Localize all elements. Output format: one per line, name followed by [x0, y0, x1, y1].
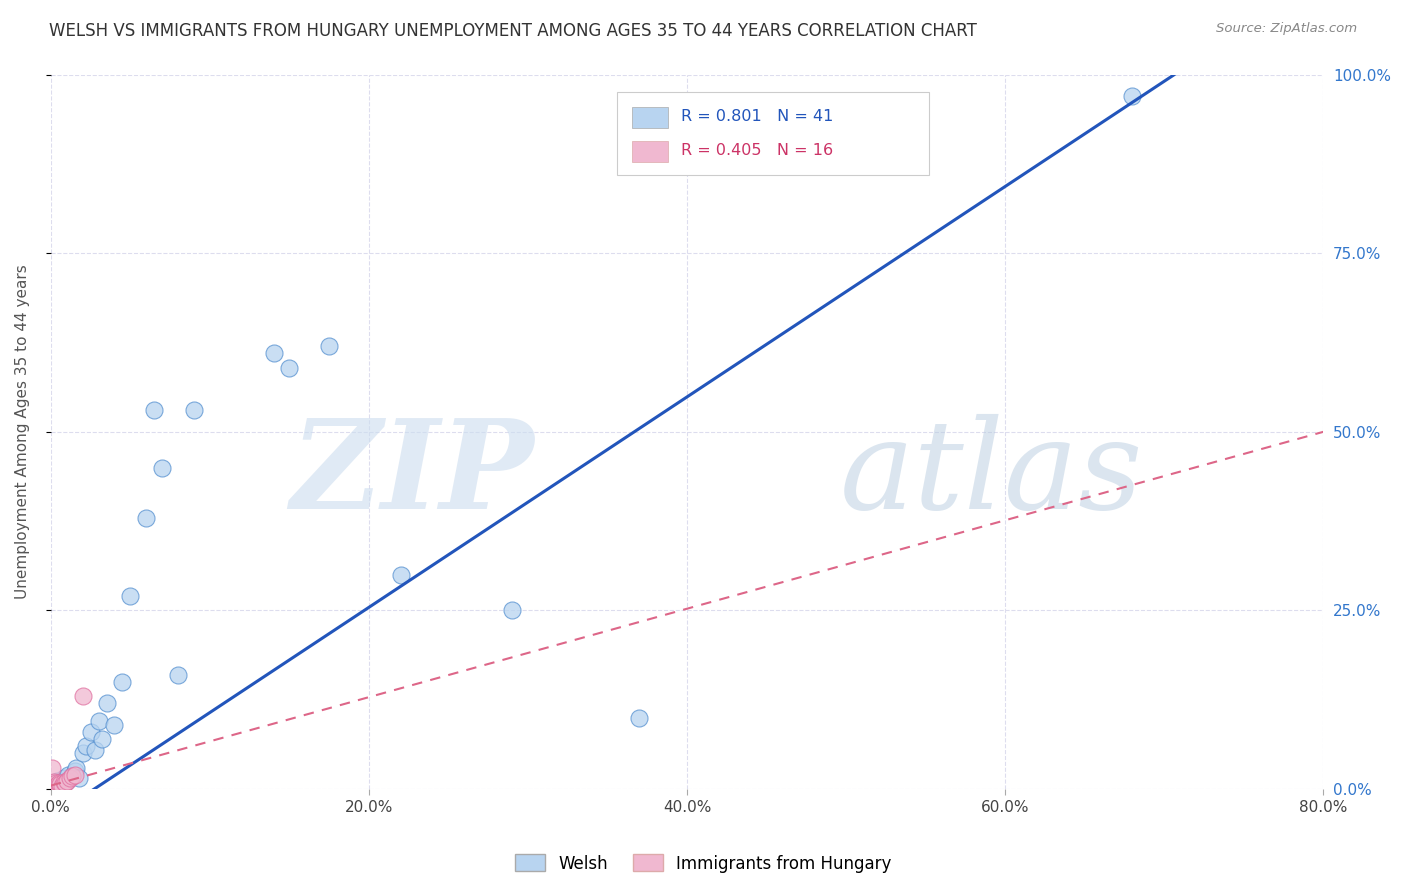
Bar: [633, 141, 668, 162]
Point: [55, 773, 77, 788]
Point: [48, 779, 70, 793]
Point: [45, 775, 67, 789]
Text: R = 0.405   N = 16: R = 0.405 N = 16: [681, 144, 832, 159]
Point: [42, 775, 65, 789]
Point: [53, 775, 76, 789]
Point: [60, 769, 83, 783]
Point: [53, 776, 76, 790]
Point: [111, 675, 134, 690]
Bar: [617, 93, 929, 175]
Point: [58, 768, 80, 782]
Point: [41, 779, 63, 793]
Point: [52, 772, 75, 786]
Point: [42, 779, 65, 793]
Point: [278, 360, 301, 375]
Point: [183, 403, 205, 417]
Point: [1121, 89, 1143, 103]
Point: [46, 778, 69, 792]
Point: [45, 776, 67, 790]
Y-axis label: Unemployment Among Ages 35 to 44 years: Unemployment Among Ages 35 to 44 years: [15, 264, 30, 599]
Point: [150, 460, 173, 475]
Point: [87, 714, 110, 729]
Point: [628, 711, 651, 725]
Point: [48, 775, 70, 789]
Point: [46, 773, 69, 788]
Point: [90, 732, 112, 747]
Point: [48, 779, 70, 793]
Point: [84, 743, 107, 757]
Point: [42, 776, 65, 790]
Point: [55, 773, 77, 788]
Point: [63, 764, 86, 779]
Point: [389, 567, 412, 582]
Point: [41, 761, 63, 775]
Point: [72, 690, 94, 704]
Point: [501, 603, 523, 617]
Bar: [633, 107, 668, 128]
Point: [63, 768, 86, 782]
Point: [318, 339, 340, 353]
Point: [42, 780, 65, 794]
Legend: Welsh, Immigrants from Hungary: Welsh, Immigrants from Hungary: [508, 847, 898, 880]
Point: [51, 777, 73, 791]
Point: [65, 761, 87, 775]
Point: [48, 775, 70, 789]
Point: [103, 718, 125, 732]
Point: [45, 779, 67, 793]
Point: [167, 668, 190, 682]
Text: WELSH VS IMMIGRANTS FROM HUNGARY UNEMPLOYMENT AMONG AGES 35 TO 44 YEARS CORRELAT: WELSH VS IMMIGRANTS FROM HUNGARY UNEMPLO…: [49, 22, 977, 40]
Point: [60, 769, 83, 783]
Point: [52, 775, 75, 789]
Point: [135, 510, 157, 524]
Point: [51, 779, 73, 793]
Point: [79, 725, 101, 739]
Point: [49, 776, 72, 790]
Point: [263, 346, 285, 360]
Text: Source: ZipAtlas.com: Source: ZipAtlas.com: [1216, 22, 1357, 36]
Point: [46, 778, 69, 792]
Point: [96, 697, 118, 711]
Point: [59, 772, 82, 786]
Point: [69, 772, 91, 786]
Point: [143, 403, 166, 417]
Point: [75, 739, 97, 754]
Text: atlas: atlas: [839, 414, 1143, 535]
Text: ZIP: ZIP: [291, 414, 534, 535]
Text: R = 0.801   N = 41: R = 0.801 N = 41: [681, 109, 834, 124]
Point: [72, 747, 94, 761]
Point: [120, 589, 142, 603]
Point: [49, 777, 72, 791]
